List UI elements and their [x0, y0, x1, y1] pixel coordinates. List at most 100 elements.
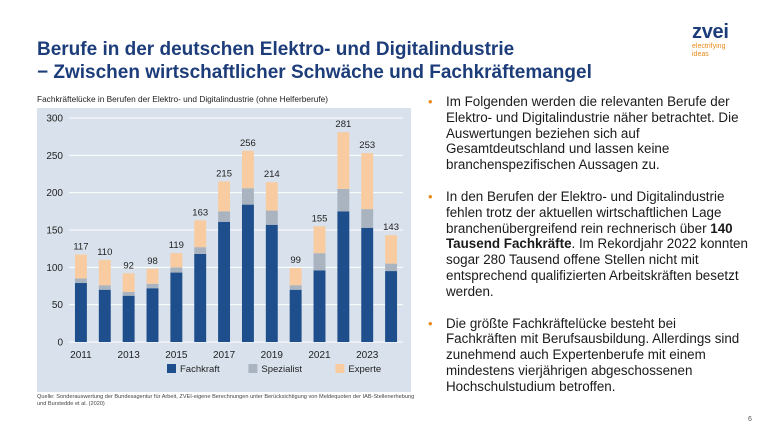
bar-segment-spezialist: [170, 267, 183, 273]
data-label-total: 281: [335, 119, 351, 130]
zvei-logo: zvei electrifying ideas: [692, 22, 752, 59]
x-tick-label: 2021: [308, 350, 331, 361]
bar-segment-experte: [194, 220, 207, 248]
x-tick-label: 2011: [70, 350, 92, 361]
data-label-total: 110: [97, 247, 112, 258]
bullet-item-1: • Im Folgenden werden die relevanten Ber…: [428, 94, 748, 173]
legend-label-experte: Experte: [348, 364, 381, 375]
legend-swatch-fachkraft: [167, 364, 176, 373]
bullet-item-2: • In den Berufen der Elektro- und Digita…: [428, 189, 748, 300]
legend-label-spezialist: Spezialist: [261, 364, 302, 375]
bar-segment-experte: [385, 235, 398, 264]
source-note: Quelle: Sonderauswertung der Bundesagent…: [37, 394, 415, 407]
data-label-total: 253: [359, 140, 375, 151]
page-number: 6: [748, 416, 752, 423]
bar-segment-spezialist: [385, 263, 398, 272]
x-tick-label: 2019: [261, 350, 284, 361]
bar-segment-experte: [146, 268, 159, 284]
bullet-text-2-pre: In den Berufen der Elektro- und Digitali…: [446, 188, 725, 236]
bar-segment-fachkraft: [170, 272, 183, 342]
stacked-bar-chart: 0 50 100 150 200 250 300 117 2011 110 92 2013 98 119 2…: [46, 114, 403, 375]
bar-segment-fachkraft: [194, 253, 207, 342]
bar-segment-fachkraft: [385, 271, 398, 342]
bar-segment-fachkraft: [122, 295, 135, 342]
y-tick-label: 150: [46, 226, 63, 237]
x-tick-label: 2017: [213, 350, 236, 361]
y-tick-label: 0: [57, 338, 63, 349]
data-label-total: 214: [264, 169, 280, 180]
bar-segment-experte: [289, 268, 302, 286]
bar-segment-fachkraft: [74, 283, 87, 342]
data-label-total: 256: [240, 138, 256, 149]
bar-segment-spezialist: [74, 278, 87, 284]
data-label-total: 117: [73, 242, 88, 253]
legend-label-fachkraft: Fachkraft: [180, 364, 220, 375]
data-label-total: 155: [312, 213, 328, 224]
data-label-total: 99: [290, 255, 301, 266]
bar-segment-fachkraft: [98, 289, 111, 342]
slide-title-line1: Berufe in der deutschen Elektro- und Dig…: [37, 39, 515, 60]
bar-segment-experte: [265, 182, 278, 211]
data-label-total: 98: [147, 256, 158, 267]
y-tick-label: 200: [46, 188, 63, 199]
legend-swatch-experte: [335, 364, 345, 373]
data-label-total: 215: [216, 168, 232, 179]
data-label-total: 163: [192, 207, 208, 218]
bar-segment-spezialist: [361, 209, 374, 228]
bar-segment-spezialist: [265, 210, 278, 225]
bar-segment-spezialist: [313, 253, 326, 271]
bar-segment-experte: [170, 253, 183, 268]
bar-segment-spezialist: [122, 291, 135, 296]
bullet-item-3: • Die größte Fachkräftelücke besteht bei…: [428, 316, 748, 395]
bar-segment-experte: [74, 254, 87, 279]
bar-segment-spezialist: [98, 285, 111, 290]
bar-segment-fachkraft: [241, 204, 254, 342]
bar-segment-experte: [241, 150, 254, 189]
bar-segment-fachkraft: [289, 289, 302, 342]
slide-title-line2: − Zwischen wirtschaftlicher Schwäche und…: [37, 62, 592, 83]
data-label-total: 143: [383, 222, 399, 233]
logo-word: zvei: [692, 21, 729, 43]
y-tick-label: 50: [52, 300, 64, 311]
bar-segment-experte: [218, 181, 231, 212]
y-tick-label: 100: [46, 263, 63, 274]
bar-segment-experte: [98, 259, 111, 286]
bar-segment-experte: [122, 273, 135, 292]
bullet-list: • Im Folgenden werden die relevanten Ber…: [428, 94, 748, 411]
bar-segment-spezialist: [194, 247, 207, 254]
data-label-total: 92: [123, 260, 134, 271]
legend-swatch-spezialist: [248, 364, 258, 373]
bar-segment-spezialist: [241, 188, 254, 205]
bullet-text-1: Im Folgenden werden die relevanten Beruf…: [446, 94, 739, 173]
bar-segment-experte: [337, 132, 350, 189]
logo-tagline-1: electrifying: [692, 43, 726, 50]
y-tick-label: 250: [46, 151, 63, 162]
bullet-text-2-post: . Im Rekordjahr 2022 konnten sogar 280 T…: [446, 236, 748, 299]
bar-segment-spezialist: [337, 188, 350, 212]
bar-segment-spezialist: [218, 211, 231, 222]
bullet-text-2-bold: 140 Tausend Fachkräfte: [446, 220, 733, 252]
bullet-marker: •: [428, 315, 433, 331]
bar-segment-fachkraft: [361, 227, 374, 342]
bar-segment-fachkraft: [265, 224, 278, 342]
bar-segment-fachkraft: [218, 221, 231, 342]
chart-caption: Fachkräftelücke in Berufen der Elektro- …: [37, 94, 328, 104]
x-tick-label: 2023: [356, 350, 379, 361]
bullet-marker: •: [428, 94, 433, 109]
bar-segment-experte: [361, 153, 374, 210]
logo-tagline-2: ideas: [692, 51, 709, 58]
bar-segment-fachkraft: [337, 211, 350, 342]
x-tick-label: 2013: [118, 350, 141, 361]
bar-segment-spezialist: [146, 283, 159, 289]
x-tick-label: 2015: [165, 350, 188, 361]
bullet-text-3: Die größte Fachkräftelücke besteht bei F…: [446, 315, 740, 394]
y-tick-label: 300: [46, 114, 63, 125]
chart-panel: 0 50 100 150 200 250 300 117 2011 110 92 2013 98 119 2…: [37, 108, 411, 392]
bar-segment-spezialist: [289, 285, 302, 290]
bar-segment-experte: [313, 226, 326, 254]
bullet-marker: •: [428, 188, 433, 204]
slide-title: Berufe in der deutschen Elektro- und Dig…: [37, 38, 697, 84]
bar-segment-fachkraft: [313, 270, 326, 342]
bar-segment-fachkraft: [146, 288, 159, 342]
data-label-total: 119: [169, 240, 184, 251]
